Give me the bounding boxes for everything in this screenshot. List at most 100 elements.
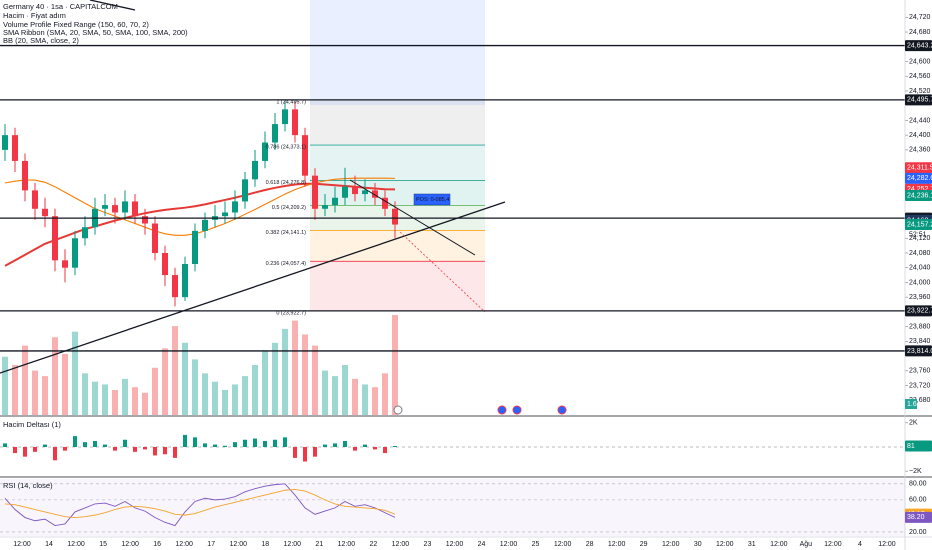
volume-bar	[222, 390, 228, 415]
x-tick-label: 24	[478, 541, 486, 548]
price-tag	[905, 162, 932, 174]
candle-body	[72, 238, 78, 268]
y-tick-label: 24,000	[909, 279, 931, 286]
event-marker[interactable]	[557, 405, 567, 415]
candle-body	[312, 175, 318, 209]
delta-bar	[303, 447, 307, 462]
delta-bar	[323, 444, 327, 447]
text-layer: Germany 40 · 1sa · CAPITALCOM Hacim · Fi…	[3, 2, 932, 548]
y-tick-label: 24,360	[909, 147, 931, 154]
x-tick-label: 16	[153, 541, 161, 548]
delta-bar	[13, 447, 17, 454]
candle-body	[162, 252, 168, 276]
delta-bar	[103, 444, 107, 447]
delta-bar	[283, 437, 287, 447]
candle-body	[332, 197, 338, 206]
legend-entry: Volume Profile Fixed Range (150, 60, 70,…	[3, 20, 149, 29]
fib-label: 0.618 (24,276.8)	[266, 180, 307, 186]
volume-bar	[82, 373, 88, 415]
delta-bar	[343, 440, 347, 447]
delta-bar	[383, 447, 387, 454]
level-tag	[905, 40, 932, 52]
candle-body	[152, 223, 158, 253]
rsi-line	[4, 488, 396, 518]
legend-entry: SMA Ribbon (SMA, 20, SMA, 50, SMA, 100, …	[3, 28, 188, 37]
candle-body	[42, 208, 48, 217]
candle-body	[262, 142, 268, 161]
delta-bar	[353, 447, 357, 451]
candle-body	[232, 201, 238, 213]
chart-title: Germany 40 · 1sa · CAPITALCOM	[3, 2, 118, 11]
x-tick-label: 12:00	[229, 541, 247, 548]
volume-bar	[182, 342, 188, 415]
x-tick-label: 12:00	[824, 541, 842, 548]
event-marker[interactable]	[393, 405, 403, 415]
y-tick-label: 24,400	[909, 132, 931, 139]
price-tag-label: 24,282.6	[907, 175, 932, 182]
delta-bar	[253, 438, 257, 447]
x-tick-label: 12:00	[500, 541, 518, 548]
delta-bar	[373, 447, 377, 450]
level-tag-label: 23,922.7	[907, 308, 932, 315]
delta-bar	[223, 445, 227, 447]
delta-tag-label: 81	[907, 443, 915, 450]
x-tick-label: 12:00	[392, 541, 410, 548]
x-tick-label: 23	[424, 541, 432, 548]
rsi-tag-label: 38.20	[907, 514, 925, 521]
candle-body	[182, 264, 188, 298]
candle-body	[62, 260, 68, 268]
volume-bar	[102, 384, 108, 415]
level-tag	[905, 94, 932, 106]
delta-bar	[173, 447, 177, 458]
panel-title: Hacim Deltası (1)	[3, 420, 61, 429]
level-tag	[905, 305, 932, 317]
fib-band	[310, 230, 485, 262]
candle-body	[302, 135, 308, 176]
volume-bar	[72, 331, 78, 415]
fib-label: 1 (24,495.7)	[276, 99, 306, 105]
y-tick-label: 23,760	[909, 368, 931, 375]
delta-bar	[213, 444, 217, 447]
y-tick-label: 23,960	[909, 294, 931, 301]
delta-bar	[63, 447, 67, 451]
y-tick-label: 23,720	[909, 382, 931, 389]
candle-body	[252, 160, 258, 180]
candle-body	[172, 275, 178, 298]
volume-bar	[302, 334, 308, 415]
delta-bar	[123, 439, 127, 447]
rsi-tag	[905, 511, 932, 523]
delta-bar	[193, 437, 197, 447]
x-tick-label: 18	[261, 541, 269, 548]
volume-bar	[132, 387, 138, 415]
volume-bar	[92, 381, 98, 415]
volume-bar	[22, 345, 28, 415]
delta-bar	[93, 440, 97, 447]
x-tick-label: 15	[99, 541, 107, 548]
delta-bar	[43, 444, 47, 447]
delta-bar	[183, 434, 187, 447]
rsi-band	[0, 479, 905, 536]
candle-body	[142, 216, 148, 224]
x-tick-label: 4	[858, 541, 862, 548]
event-marker[interactable]	[512, 405, 522, 415]
event-marker[interactable]	[497, 405, 507, 415]
candle-body	[82, 227, 88, 239]
price-tag	[905, 172, 932, 184]
fib-label: 0.5 (24,209.2)	[272, 205, 306, 211]
moving-average	[4, 177, 396, 236]
volume-bar	[112, 390, 118, 415]
delta-bar	[113, 447, 117, 451]
level-tag-label: 23,814.0	[907, 348, 932, 355]
delta-bar	[243, 439, 247, 447]
volume-bar	[152, 367, 158, 415]
position-label: POS: 0-085,4	[416, 197, 449, 203]
y-tick-label: 23,680	[909, 397, 931, 404]
candle-body	[372, 190, 378, 198]
background-layer	[310, 0, 485, 105]
volume-bar	[252, 365, 258, 415]
x-tick-label: 12:00	[716, 541, 734, 548]
volume-bar	[212, 381, 218, 415]
delta-bar	[83, 442, 87, 447]
delta-bar	[23, 447, 27, 457]
